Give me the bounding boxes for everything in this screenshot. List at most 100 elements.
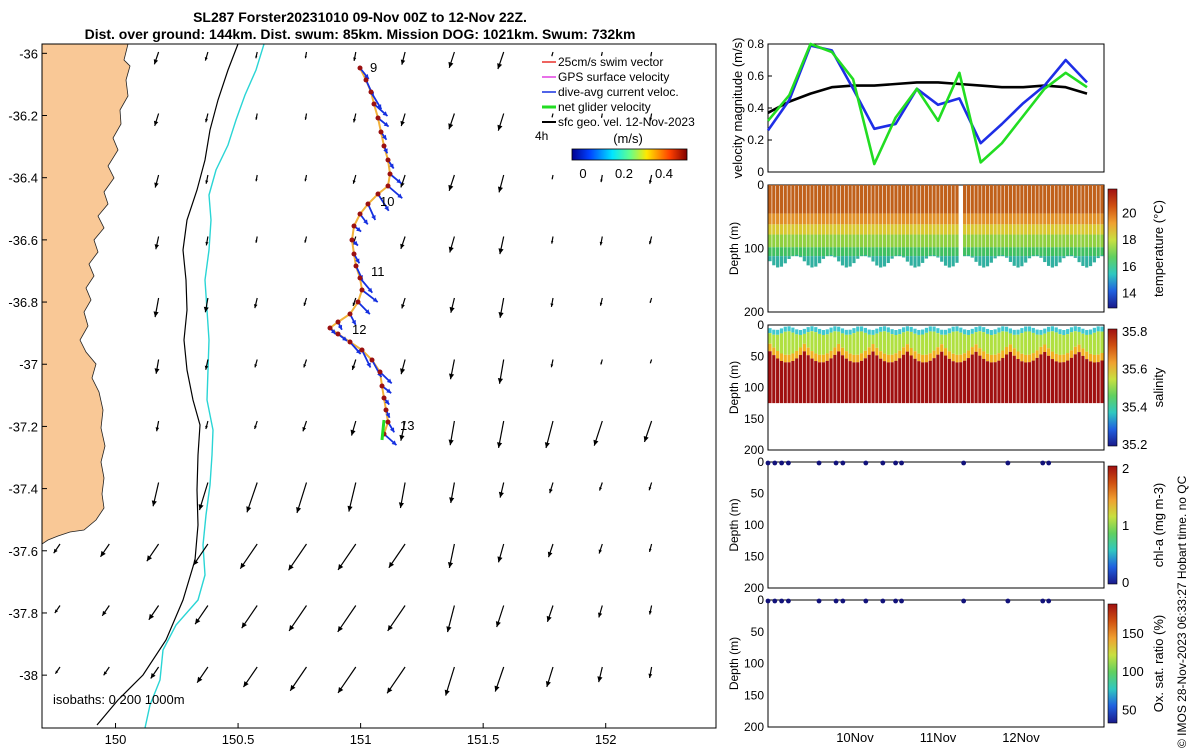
geo-vector-9 (600, 51, 603, 57)
geo-vector-108 (387, 605, 406, 632)
section-0-label: temperature (°C) (1151, 200, 1166, 297)
track-point-31 (385, 419, 391, 425)
day-label-10: 10 (380, 194, 394, 209)
geo-vector-84 (498, 482, 505, 498)
geo-vector-66 (155, 420, 160, 432)
geo-vector-13 (255, 113, 258, 120)
legend-label-geo: sfc geo. vel. 12-Nov-2023 (558, 115, 695, 129)
track-point-13 (351, 223, 357, 229)
section-0-ctick-1: 16 (1122, 259, 1136, 274)
geo-vector-87 (648, 482, 653, 491)
section-0-ylabel: Depth (m) (727, 222, 741, 275)
geo-vector-124 (545, 666, 554, 688)
geo-vector-116 (150, 666, 160, 679)
current-vector-17 (359, 277, 373, 294)
track-point-18 (359, 287, 365, 293)
geostrophic-vector-field (53, 51, 653, 696)
section-panel-3: 0 50 100 150 200 Depth (m) 50 100 150 Ox. sat. ra… (727, 593, 1166, 734)
track-point-21 (335, 319, 341, 325)
section-0-ytick-2: 200 (744, 305, 764, 319)
current-vector-32 (383, 433, 398, 446)
track-point-2 (368, 89, 374, 95)
velocity-series (766, 42, 1088, 166)
geo-vector-62 (497, 359, 505, 384)
geo-vector-20 (600, 113, 603, 118)
section-2-colorbar (1107, 465, 1118, 585)
section-1-ytick-0: 0 (757, 318, 764, 332)
section-1-ctick-1: 35.4 (1122, 399, 1147, 414)
geo-vector-30 (551, 174, 554, 180)
track-point-7 (385, 157, 391, 163)
geo-vector-103 (148, 605, 160, 621)
current-vector-25 (361, 349, 372, 368)
section-2-ctick-0: 0 (1122, 575, 1129, 590)
section-3-surface-sample-11 (961, 598, 967, 604)
geo-vector-75 (593, 420, 603, 446)
section-1-ytick-2: 100 (744, 381, 764, 395)
section-2-surface-sample-2 (779, 460, 785, 466)
section-1-ctick-2: 35.6 (1122, 362, 1147, 377)
section-1-ylabel: Depth (m) (727, 361, 741, 414)
current-vector-19 (357, 301, 371, 315)
geo-vector-81 (347, 482, 357, 512)
lon-tick-1: 150.5 (222, 732, 255, 747)
geo-vector-95 (388, 543, 406, 569)
track-point-23 (335, 331, 341, 337)
geo-vector-67 (205, 420, 209, 430)
section-3-ytick-0: 0 (757, 593, 764, 607)
geo-vector-17 (448, 113, 455, 130)
geo-vector-92 (239, 543, 258, 570)
track-point-0 (357, 65, 363, 71)
title-line-2: Dist. over ground: 144km. Dist. swum: 85… (85, 26, 636, 42)
isobath-1000m (144, 44, 265, 728)
geo-vector-107 (337, 605, 357, 633)
geo-vector-71 (399, 420, 406, 441)
velocity-axes: 0 0.2 0.4 0.6 0.8 (747, 37, 772, 179)
geo-vector-41 (550, 236, 554, 244)
geo-vector-119 (289, 666, 307, 692)
time-tick-11nov: 11Nov (920, 730, 957, 745)
track-point-24 (347, 339, 353, 345)
isobath-200m (96, 44, 239, 726)
geo-vector-56 (204, 359, 209, 370)
section-0-ctick-2: 18 (1122, 232, 1136, 247)
geo-vector-52 (550, 297, 554, 307)
geo-vector-82 (398, 482, 406, 509)
geo-vector-27 (400, 174, 406, 188)
day-label-11: 11 (371, 264, 385, 279)
track-point-9 (385, 183, 391, 189)
track-point-29 (381, 395, 387, 401)
section-2-surface-sample-5 (833, 460, 839, 466)
colorbar-gradient (571, 148, 688, 161)
section-0-colorbar (1107, 188, 1118, 309)
track-point-12 (357, 211, 363, 217)
geo-vector-22 (154, 174, 160, 188)
geo-vector-99 (598, 543, 603, 554)
geo-vector-80 (296, 482, 308, 514)
geo-vector-10 (650, 51, 653, 57)
lat-tick-9: -37.8 (8, 606, 38, 621)
velocity-line-geostrophic (767, 81, 1088, 114)
geo-vector-29 (497, 174, 505, 193)
geo-vector-97 (497, 543, 505, 563)
track-point-8 (387, 171, 393, 177)
section-3-ytick-4: 200 (744, 720, 764, 734)
geo-vector-51 (498, 297, 505, 318)
section-3-surface-sample-8 (880, 598, 886, 604)
geo-vector-78 (198, 482, 209, 511)
current-vector-27 (379, 371, 393, 384)
coastline-land (42, 44, 131, 545)
time-marker-label: 4h (535, 129, 548, 143)
geo-vector-74 (544, 420, 554, 449)
geo-vector-69 (302, 420, 308, 432)
lat-tick-4: -36.8 (8, 295, 38, 310)
section-2-ylabel: Depth (m) (727, 498, 741, 551)
track-point-20 (347, 311, 353, 317)
section-3-surface-sample-9 (893, 598, 898, 604)
section-2-ctick-2: 2 (1122, 461, 1129, 476)
day-label-12: 12 (352, 322, 366, 337)
geo-vector-47 (303, 297, 308, 307)
geo-vector-68 (254, 420, 258, 430)
geo-vector-39 (448, 236, 455, 253)
